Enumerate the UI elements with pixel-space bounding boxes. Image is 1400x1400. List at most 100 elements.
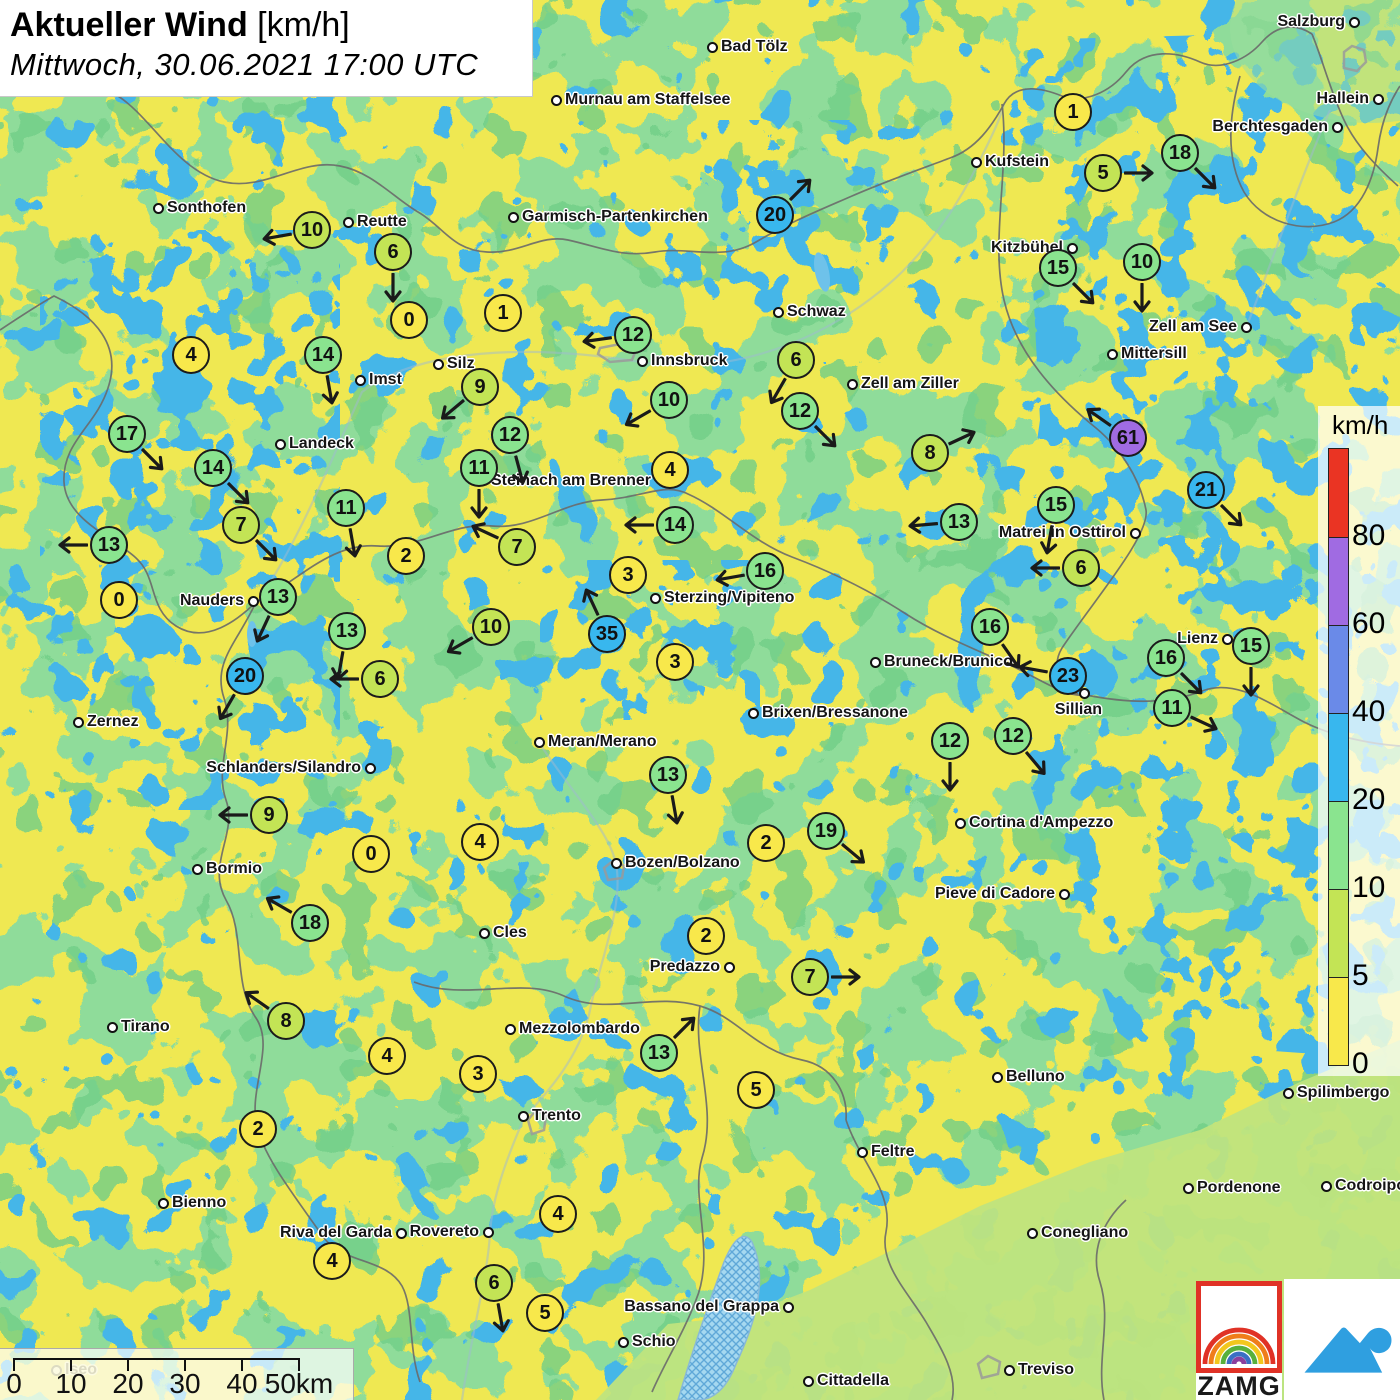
wind-station: 15 <box>1232 627 1270 665</box>
wind-direction-arrow <box>616 401 656 437</box>
city-label: Matrei in Osttirol <box>998 524 1126 541</box>
wind-station: 8 <box>267 1002 305 1040</box>
legend: km/h 80 60 40 20 10 5 0 <box>1318 406 1400 1080</box>
scale-bar-label: 50km <box>264 1368 334 1399</box>
wind-direction-arrow <box>1213 497 1253 537</box>
wind-station: 12 <box>931 722 969 760</box>
city-marker-dot <box>1107 349 1118 360</box>
city-marker-dot <box>773 307 784 318</box>
city-marker-dot <box>1332 122 1343 133</box>
wind-station: 14 <box>194 449 232 487</box>
legend-tick-label: 80 <box>1352 519 1386 552</box>
city-label: Bruneck/Brunico <box>884 653 1013 670</box>
wind-station: 7 <box>498 528 536 566</box>
wind-station: 14 <box>304 336 342 374</box>
scale-bar-tick <box>298 1358 300 1371</box>
city-marker-dot <box>870 657 881 668</box>
wind-station: 13 <box>649 756 687 794</box>
wind-station: 2 <box>687 917 725 955</box>
lake-reschensee <box>247 621 257 647</box>
city-marker-dot <box>248 596 259 607</box>
city-label: Predazzo <box>649 958 720 975</box>
city-label: Nauders <box>179 592 244 609</box>
scale-bar-tick <box>70 1358 72 1371</box>
wind-direction-arrow <box>993 638 1031 678</box>
wind-station: 7 <box>791 958 829 996</box>
wind-direction-arrow <box>1123 162 1158 184</box>
wind-station: 13 <box>328 612 366 650</box>
city-label: Spilimbergo <box>1297 1084 1390 1101</box>
wind-direction-arrow <box>782 168 822 208</box>
wind-direction-arrow <box>1240 666 1262 701</box>
city-marker-dot <box>992 1072 1003 1083</box>
city-marker-dot <box>618 1337 629 1348</box>
wind-direction-arrow <box>382 272 404 307</box>
wind-direction-arrow <box>1077 397 1117 435</box>
city-marker-dot <box>783 1302 794 1313</box>
wind-station: 10 <box>293 211 331 249</box>
wind-direction-arrow <box>256 223 293 251</box>
partner-logo <box>1284 1279 1400 1400</box>
city-marker-dot <box>192 864 203 875</box>
wind-direction-arrow <box>709 564 746 592</box>
wind-station: 4 <box>368 1037 406 1075</box>
legend-color-bar <box>1328 448 1349 1066</box>
wind-station: 6 <box>777 341 815 379</box>
wind-station: 2 <box>239 1110 277 1148</box>
city-marker-dot <box>73 717 84 728</box>
city-label: Bienno <box>172 1194 227 1211</box>
city-marker-dot <box>1373 94 1384 105</box>
wind-direction-arrow <box>574 579 608 619</box>
city-label: Zernez <box>87 713 139 730</box>
wind-station: 13 <box>259 578 297 616</box>
city-marker-dot <box>1059 889 1070 900</box>
city-label: Tirano <box>121 1018 170 1035</box>
legend-band <box>1329 801 1348 889</box>
wind-station: 1 <box>484 294 522 332</box>
wind-direction-arrow <box>462 514 502 548</box>
city-label: Brixen/Bressanone <box>762 704 908 721</box>
zamg-logo: ZAMG <box>1196 1281 1282 1400</box>
city-marker-dot <box>650 593 661 604</box>
wind-station: 17 <box>108 415 146 453</box>
city-marker-dot <box>1067 243 1078 254</box>
scale-bar-tick <box>241 1358 243 1371</box>
wind-station: 20 <box>756 196 794 234</box>
wind-direction-arrow <box>1131 282 1153 317</box>
wind-station: 15 <box>1037 486 1075 524</box>
city-label: Murnau am Staffelsee <box>565 91 731 108</box>
wind-station: 8 <box>911 434 949 472</box>
wind-direction-arrow <box>54 534 89 556</box>
city-marker-dot <box>803 1376 814 1387</box>
wind-station: 19 <box>807 812 845 850</box>
wind-station: 20 <box>226 657 264 695</box>
title-box: Aktueller Wind [km/h] Mittwoch, 30.06.20… <box>0 0 533 97</box>
wind-direction-arrow <box>1036 524 1064 561</box>
city-marker-dot <box>508 212 519 223</box>
legend-band <box>1329 889 1348 977</box>
wind-direction-arrow <box>134 441 174 481</box>
city-label: Bassano del Grappa <box>624 1298 779 1315</box>
wind-direction-arrow <box>1026 557 1061 579</box>
city-label: Mezzolombardo <box>519 1020 640 1037</box>
city-marker-dot <box>1130 528 1141 539</box>
wind-direction-arrow <box>620 514 655 536</box>
zamg-wordmark: ZAMG <box>1197 1371 1281 1400</box>
wind-station: 6 <box>1062 549 1100 587</box>
legend-band <box>1329 537 1348 625</box>
wind-direction-arrow <box>903 513 939 538</box>
wind-station: 16 <box>746 552 784 590</box>
title-main: Aktueller Wind <box>10 6 248 44</box>
scale-bar-tick <box>127 1358 129 1371</box>
wind-station: 4 <box>651 451 689 489</box>
legend-tick-label: 10 <box>1352 871 1386 904</box>
scale-bar-label: 0 <box>6 1368 22 1399</box>
city-marker-dot <box>748 708 759 719</box>
wind-direction-arrow <box>1065 275 1105 315</box>
city-marker-dot <box>158 1198 169 1209</box>
city-label: Schlanders/Silandro <box>206 759 361 776</box>
city-label: Bozen/Bolzano <box>625 854 740 871</box>
city-label: Zell am See <box>1148 318 1237 335</box>
city-label: Trento <box>532 1107 581 1124</box>
city-label: Zell am Ziller <box>861 375 959 392</box>
